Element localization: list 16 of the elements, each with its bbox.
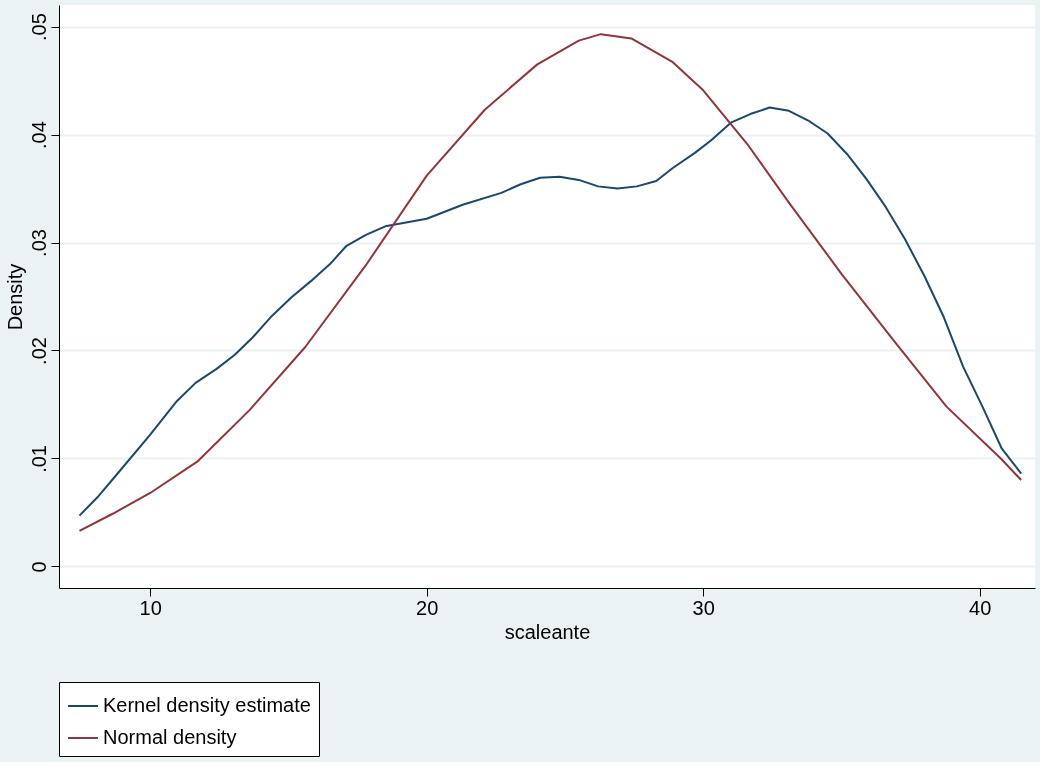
legend-label: Normal density — [103, 726, 237, 748]
y-tick-label: .05 — [27, 13, 50, 41]
y-tick-label: .02 — [27, 337, 50, 365]
y-tick-label: .03 — [27, 229, 50, 257]
x-tick-label: 20 — [416, 596, 439, 619]
x-axis-title: scaleante — [504, 620, 591, 643]
y-tick-label: .01 — [27, 445, 50, 473]
line-series — [78, 33, 1023, 532]
y-axis-title: Density — [3, 263, 26, 331]
y-tick-label: 0 — [27, 561, 50, 573]
x-tick-label: 10 — [139, 596, 162, 619]
line-series — [78, 106, 1023, 517]
x-tick-label: 30 — [692, 596, 715, 619]
x-tick-label: 40 — [969, 596, 992, 619]
legend-label: Kernel density estimate — [103, 694, 311, 716]
y-tick-label: .04 — [27, 121, 50, 149]
